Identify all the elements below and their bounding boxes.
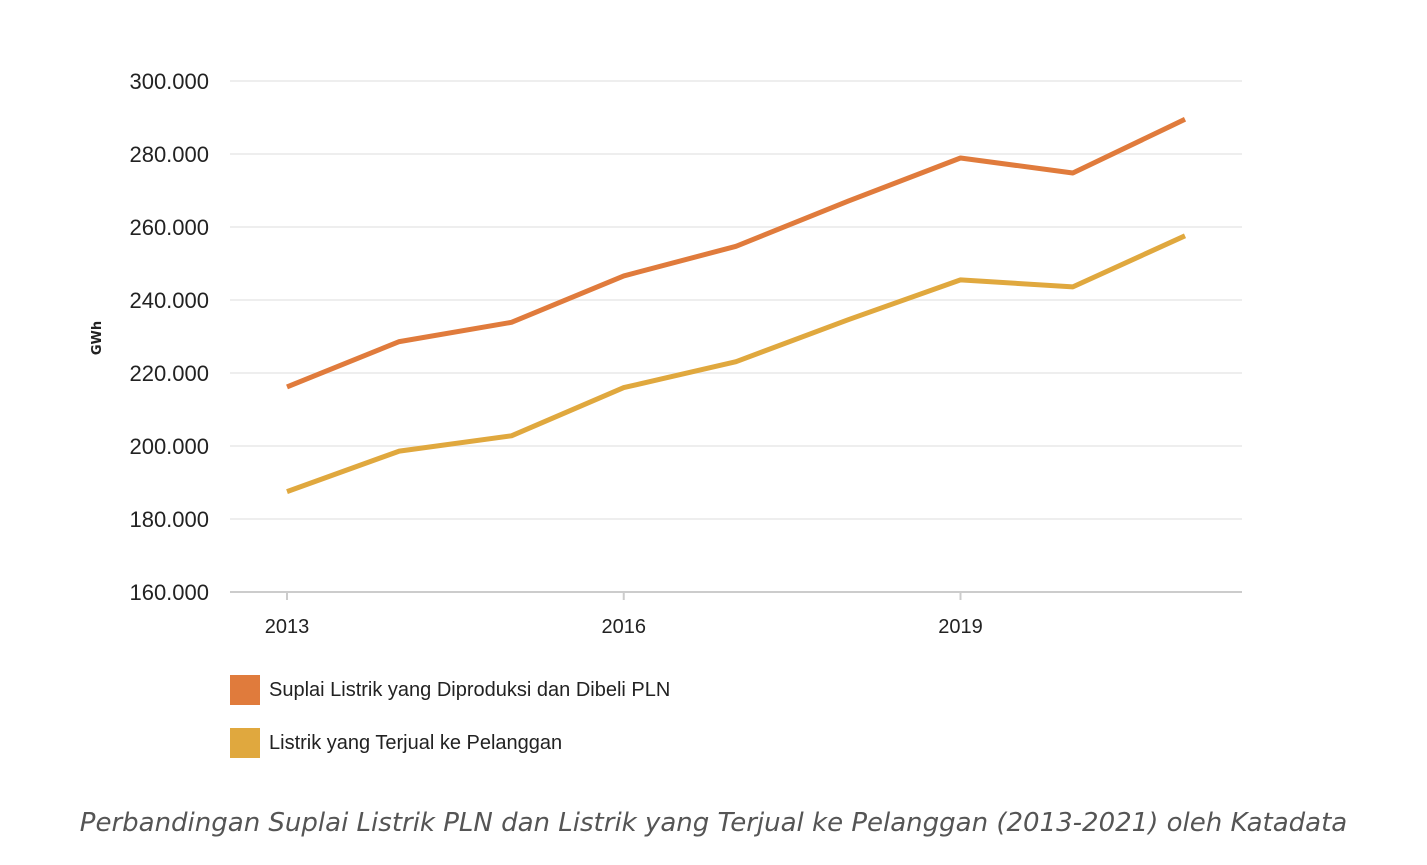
y-tick-label: 180.000 (129, 507, 209, 532)
legend-item-sold: Listrik yang Terjual ke Pelanggan (230, 726, 670, 760)
line-chart: 160.000 180.000 200.000 220.000 240.000 260.0… (90, 69, 1242, 638)
y-tick-label: 300.000 (129, 69, 209, 94)
y-tick-label: 200.000 (129, 434, 209, 459)
x-tick-label: 2019 (938, 616, 983, 638)
legend-swatch-supply (230, 675, 260, 705)
tick-labels: 160.000 180.000 200.000 220.000 240.000 260.0… (129, 69, 982, 638)
y-tick-label: 160.000 (129, 580, 209, 605)
legend-label-sold: Listrik yang Terjual ke Pelanggan (269, 731, 563, 754)
legend: Suplai Listrik yang Diproduksi dan Dibel… (230, 673, 670, 779)
axes (230, 591, 1242, 600)
legend-item-supply: Suplai Listrik yang Diproduksi dan Dibel… (230, 673, 670, 707)
figure-caption: Perbandingan Suplai Listrik PLN dan List… (79, 808, 1348, 838)
x-tick-label: 2016 (602, 616, 647, 638)
y-tick-label: 260.000 (129, 215, 209, 240)
series-line-1 (286, 233, 1187, 494)
y-axis-label: GWh (90, 321, 105, 355)
y-tick-label: 240.000 (129, 288, 209, 313)
gridlines (230, 80, 1242, 520)
legend-label-supply: Suplai Listrik yang Diproduksi dan Dibel… (269, 678, 671, 701)
y-tick-label: 220.000 (129, 361, 209, 386)
x-tick-label: 2013 (265, 616, 310, 638)
legend-swatch-sold (230, 728, 260, 758)
y-tick-label: 280.000 (129, 142, 209, 167)
series-line-0 (286, 117, 1187, 390)
series-lines (286, 117, 1187, 494)
